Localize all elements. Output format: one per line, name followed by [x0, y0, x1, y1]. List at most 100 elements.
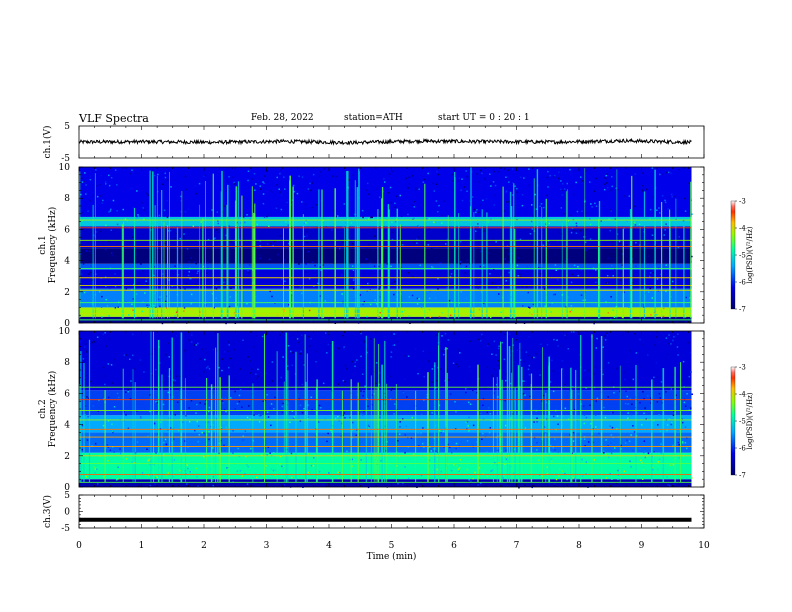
ch1-spec-pixel [266, 243, 269, 245]
ch2-spec-pixel [399, 426, 401, 428]
ch1-spec-pixel [246, 214, 248, 216]
ch1-spec-pixel [507, 255, 509, 258]
ch1-spec-pixel [542, 244, 545, 247]
ch1-spec-pixel [100, 175, 102, 177]
ch1-spec-pixel [80, 177, 83, 180]
ch1-spec-pixel [283, 221, 285, 224]
ch1-spec-pixel [232, 176, 234, 179]
ch1-spec-pixel [393, 293, 395, 296]
ch1-spec-pixel [528, 170, 531, 172]
ch1-spec-pixel [554, 174, 556, 177]
ch2-spec-pixel [349, 416, 351, 419]
ch1-spec-pixel [446, 287, 448, 289]
ch1-spec-pixel [311, 319, 314, 322]
ch1-spec-pixel [437, 173, 440, 176]
ch2-spec-pixel [386, 483, 388, 485]
ch2-spec-pixel [585, 416, 588, 419]
ch1-spec-pixel [111, 254, 113, 257]
ch1-spec-pixel [365, 247, 368, 249]
ch1-spec-pixel [200, 221, 202, 223]
ch1-spec-pixel [530, 220, 533, 223]
ch1-spec-pixel [252, 320, 254, 322]
ch2-spec-pixel [605, 439, 607, 441]
ch1-spec-pixel [180, 211, 182, 213]
ch2-spec-pixel [170, 427, 172, 429]
ch1-spec-pixel [615, 305, 618, 308]
ch1-spec-pixel [389, 247, 391, 249]
ch2-spec-pixel [669, 484, 671, 487]
ch1-spec-pixel [448, 249, 451, 252]
ch2-spec-pixel [342, 414, 344, 416]
ch1-spec-pixel [123, 240, 126, 242]
x-tick-label: 6 [451, 541, 457, 551]
ch1-spec-pixel [610, 318, 612, 320]
ch1-spec-pixel [420, 203, 423, 206]
ch2-spec-pixel [152, 485, 155, 487]
ch1-spec-pixel [507, 169, 509, 171]
ch1-spec-pixel [262, 244, 264, 247]
ch1-spec-pixel [641, 189, 644, 191]
ch2-spec-pixel [195, 412, 197, 414]
ch2-spec-pixel [444, 344, 446, 347]
ch2-spec-pixel [193, 484, 195, 487]
ch2-spec-pixel [289, 421, 291, 424]
ch1-spec-pixel [331, 217, 333, 219]
ch2-spec-pixel [475, 482, 477, 484]
ch1-spec-pixel [642, 317, 644, 320]
ch2-spec-pixel [455, 465, 458, 467]
ch2-spec-pixel [366, 423, 369, 425]
ch1-spec-pixel [659, 259, 661, 261]
ch2-spec-pixel [478, 424, 481, 427]
ch2-spec-pixel [147, 435, 149, 437]
ch2-spec-pixel [418, 474, 421, 477]
ch2-spec-pixel [278, 379, 281, 382]
ch1-spec-pixel [337, 281, 340, 283]
ch2-spec-pixel [223, 408, 226, 411]
ch2-spec-pixel [409, 483, 411, 486]
ch1-spec-pixel [201, 278, 203, 281]
ch1-spec-pixel [96, 256, 99, 259]
ch1-spec-pixel [540, 273, 542, 275]
ch2-spec-pixel [391, 387, 393, 389]
ch1-spec-pixel [148, 304, 151, 307]
ch2-spec-pixel [292, 351, 294, 354]
ch1-spec-pixel [108, 315, 110, 317]
ch1-spec-pixel [649, 218, 651, 220]
ch1-spec-pixel [163, 209, 166, 212]
ch2-spec-pixel [405, 425, 407, 427]
ch1-spec-pixel [478, 308, 481, 311]
ch2-spec-colorbar-tick-label: -3 [739, 364, 746, 372]
ch2-spec-pixel [393, 333, 395, 335]
ch1-spec-pixel [131, 169, 133, 171]
ch1-spec-pixel [595, 281, 597, 284]
ch2-spec-pixel [472, 478, 474, 480]
ch2-spec-pixel [82, 358, 85, 360]
ch1-spec-pixel [457, 283, 459, 286]
ch1-spec-pixel [229, 185, 231, 187]
ch1-spec-pixel [401, 311, 403, 313]
ch1-spec-pixel [232, 178, 235, 180]
ch1-spec-pixel [262, 202, 265, 205]
ch1-spec-pixel [279, 172, 281, 175]
ch1-spec-pixel [126, 236, 128, 238]
ch2-spec-pixel [577, 393, 580, 395]
ch2-spec-pixel [504, 333, 506, 336]
ch1-spec-pixel [638, 321, 640, 324]
ch1-spec-pixel [248, 271, 251, 274]
ch2-spec-pixel [146, 448, 148, 450]
ch2-spec-pixel [307, 453, 309, 455]
ch1-spec-pixel [371, 216, 373, 219]
ch1-spec-pixel [613, 316, 616, 318]
ch1-spec-pixel [670, 193, 673, 196]
ch2-spec-pixel [241, 406, 243, 408]
ch2-spec-pixel [249, 418, 251, 420]
ch2-spec-pixel [647, 452, 650, 455]
ch2-spec-pixel [489, 413, 491, 415]
ch1-spec-pixel [320, 260, 322, 262]
ch1-spec-pixel [301, 292, 303, 295]
ch2-spec-pixel [659, 430, 662, 433]
ch2-spec-pixel [670, 423, 672, 426]
ch1-spec-pixel [571, 273, 573, 276]
ch1-spec-pixel [656, 209, 658, 211]
ch2-spec-pixel [250, 368, 253, 371]
